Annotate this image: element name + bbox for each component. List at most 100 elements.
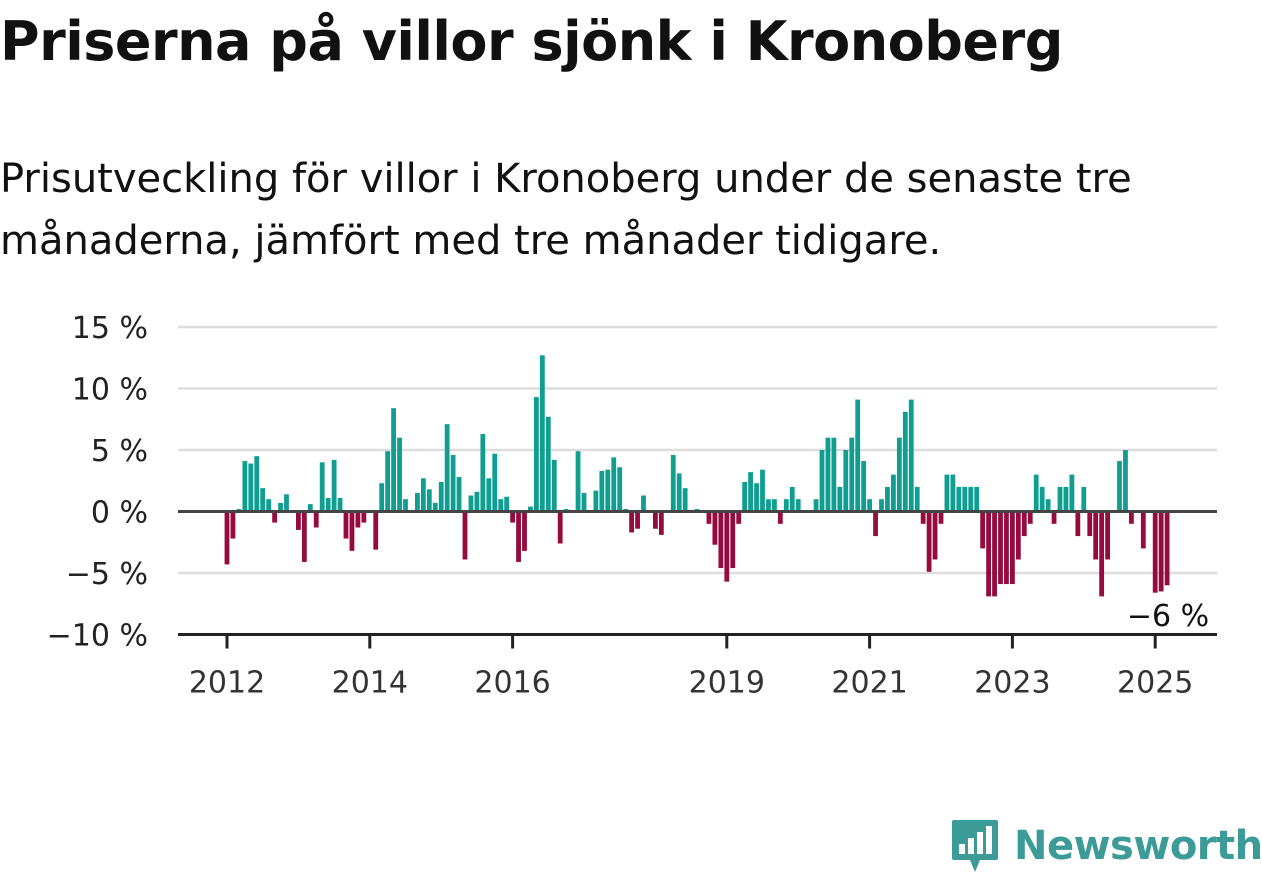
bar <box>962 486 968 512</box>
bar <box>355 511 361 528</box>
bar <box>914 486 920 512</box>
bar <box>301 511 307 562</box>
bar <box>1099 511 1105 597</box>
y-tick-label: −10 % <box>47 619 148 654</box>
bar <box>938 511 944 524</box>
bar <box>819 450 825 512</box>
bar <box>403 499 408 512</box>
bar <box>551 459 557 512</box>
bar <box>772 499 777 512</box>
bar <box>742 481 748 512</box>
bar <box>849 437 855 512</box>
bar <box>1164 511 1170 586</box>
bar <box>313 511 319 528</box>
bar <box>260 488 266 512</box>
bar <box>516 511 521 562</box>
bar <box>1033 474 1039 512</box>
bar <box>706 511 712 524</box>
bar <box>480 434 486 512</box>
bar <box>581 493 587 512</box>
bar <box>896 437 902 512</box>
bar <box>266 499 272 512</box>
bar <box>307 504 313 512</box>
bar <box>415 493 420 512</box>
x-tick-label: 2019 <box>689 666 765 701</box>
bar <box>682 488 688 512</box>
x-tick-label: 2023 <box>974 666 1050 701</box>
bar <box>676 473 682 512</box>
bar <box>1087 511 1093 537</box>
bar <box>486 478 492 512</box>
bar <box>998 511 1003 585</box>
bar <box>498 499 504 512</box>
bar <box>510 511 515 523</box>
bar <box>1129 511 1134 524</box>
bar <box>891 474 896 512</box>
bar <box>319 462 325 512</box>
bar <box>373 511 379 550</box>
bar <box>843 450 849 512</box>
bar <box>641 495 646 512</box>
end-value-label: −6 % <box>1127 599 1209 634</box>
bar <box>450 454 456 512</box>
bar-chart: 15 % 10 % 5 % 0 % −5 % −10 % 2012 2014 2016 2019 2… <box>47 311 1217 701</box>
bar <box>456 477 462 512</box>
bar <box>242 461 248 512</box>
bar <box>522 511 527 551</box>
bar <box>986 511 991 597</box>
bar <box>974 486 980 512</box>
bar <box>426 489 432 512</box>
newsworthy-logo-icon <box>952 820 998 872</box>
brand-logo: Newsworthy <box>950 818 1262 874</box>
bar <box>736 511 742 524</box>
y-tick-label: 10 % <box>72 373 148 408</box>
x-tick-label: 2012 <box>189 666 265 701</box>
bar <box>783 499 789 512</box>
bar <box>789 486 795 512</box>
bar <box>385 451 391 512</box>
bar <box>754 483 759 512</box>
bar <box>296 511 301 530</box>
bar <box>1015 511 1021 560</box>
bar <box>1093 511 1099 560</box>
bar <box>879 499 884 512</box>
bar <box>593 490 599 512</box>
bar <box>528 506 533 512</box>
bar <box>1140 511 1146 549</box>
bar <box>397 437 402 512</box>
bar <box>617 467 623 512</box>
bar <box>1027 511 1033 524</box>
chart-title: Priserna på villor sjönk i Kronoberg <box>0 10 1063 73</box>
bar <box>670 454 676 512</box>
bar <box>724 511 730 582</box>
bar <box>920 511 926 524</box>
bar <box>1021 511 1027 537</box>
bar <box>379 483 385 512</box>
bar <box>837 486 843 512</box>
bar <box>944 474 950 512</box>
y-tick-label: 15 % <box>72 311 148 346</box>
y-tick-label: −5 % <box>66 557 148 592</box>
bar <box>599 470 605 512</box>
bar <box>777 511 783 524</box>
bar <box>867 499 872 512</box>
bar <box>831 437 837 512</box>
bar <box>1010 511 1015 585</box>
bar <box>1105 511 1110 560</box>
x-tick-label: 2014 <box>332 666 408 701</box>
bar <box>539 355 545 512</box>
bar <box>766 499 771 512</box>
bar <box>1051 511 1057 524</box>
y-tick-label: 0 % <box>91 496 148 531</box>
bar <box>932 511 938 560</box>
bar <box>748 472 753 512</box>
bar <box>361 511 367 523</box>
bar <box>730 511 736 569</box>
bar <box>504 496 510 512</box>
bar <box>248 463 254 512</box>
bar <box>474 491 480 512</box>
bar <box>432 502 438 512</box>
bar <box>557 511 563 544</box>
bar <box>956 486 962 512</box>
bar <box>224 511 230 565</box>
